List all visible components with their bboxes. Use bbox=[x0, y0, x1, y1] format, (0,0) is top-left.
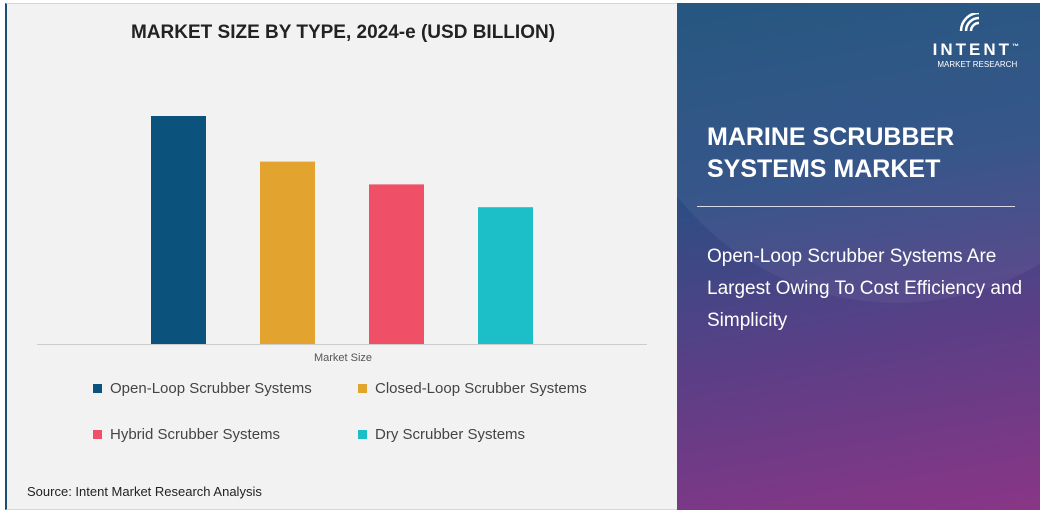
divider bbox=[697, 206, 1015, 207]
legend-label: Open-Loop Scrubber Systems bbox=[110, 380, 312, 397]
bar-2 bbox=[260, 161, 315, 344]
info-panel: INTENT™ MARKET RESEARCH MARINE SCRUBBER … bbox=[677, 3, 1040, 510]
legend-item: Closed-Loop Scrubber Systems bbox=[358, 380, 587, 397]
bar-chart bbox=[37, 116, 647, 345]
legend-swatch bbox=[358, 384, 367, 393]
legend-label: Closed-Loop Scrubber Systems bbox=[375, 380, 587, 397]
legend-item: Dry Scrubber Systems bbox=[358, 426, 525, 443]
logo-tm: ™ bbox=[1012, 43, 1022, 51]
x-axis-label: Market Size bbox=[313, 352, 373, 364]
legend-item: Hybrid Scrubber Systems bbox=[93, 426, 280, 443]
legend-label: Hybrid Scrubber Systems bbox=[110, 426, 281, 443]
logo: INTENT™ MARKET RESEARCH bbox=[932, 11, 1022, 69]
legend-swatch bbox=[358, 430, 367, 439]
chart-title: MARKET SIZE BY TYPE, 2024-e (USD BILLION… bbox=[130, 22, 556, 43]
source-note: Source: Intent Market Research Analysis bbox=[27, 484, 262, 499]
signal-icon bbox=[960, 11, 980, 32]
chart-panel: MARKET SIZE BY TYPE, 2024-e (USD BILLION… bbox=[5, 3, 677, 510]
legend-swatch bbox=[93, 430, 102, 439]
market-description: Open-Loop Scrubber Systems Are Largest O… bbox=[707, 246, 1023, 331]
legend-label: Dry Scrubber Systems bbox=[375, 426, 526, 443]
bar-1 bbox=[151, 116, 206, 344]
logo-subtitle: MARKET RESEARCH bbox=[937, 60, 1018, 69]
logo-word: INTENT bbox=[932, 40, 1012, 59]
market-title: MARINE SCRUBBER SYSTEMS MARKET bbox=[707, 123, 955, 183]
bar-3 bbox=[369, 184, 424, 344]
bar-4 bbox=[478, 207, 533, 344]
background-arc bbox=[677, 3, 1040, 303]
legend-item: Open-Loop Scrubber Systems bbox=[93, 380, 312, 397]
legend-swatch bbox=[93, 384, 102, 393]
